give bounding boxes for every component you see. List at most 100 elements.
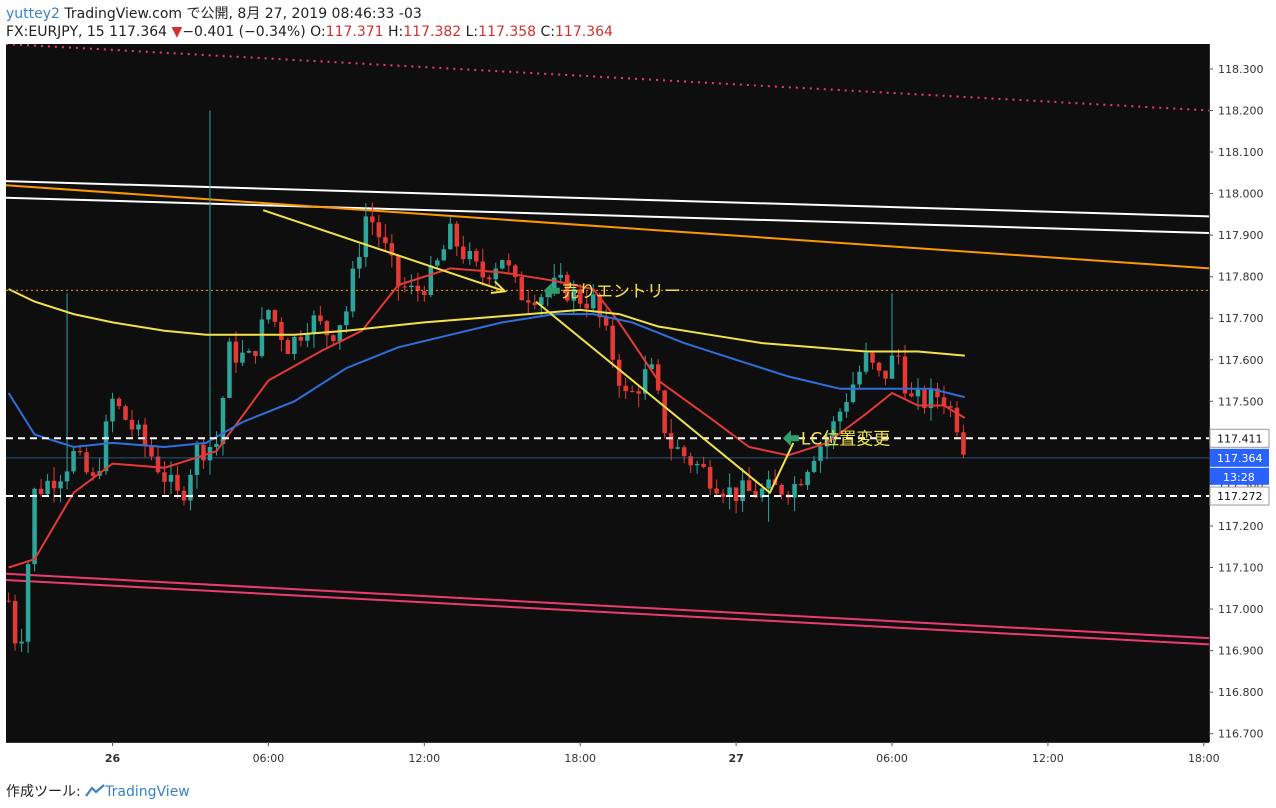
candle-body[interactable]: [389, 243, 395, 256]
candle-body[interactable]: [590, 294, 596, 309]
candle-body[interactable]: [162, 472, 167, 482]
candle-body[interactable]: [610, 325, 615, 360]
ema-line[interactable]: [8, 267, 966, 569]
candle-body[interactable]: [279, 321, 284, 340]
candle-body[interactable]: [922, 389, 927, 409]
candle-body[interactable]: [636, 391, 641, 394]
candle-body[interactable]: [876, 362, 882, 371]
candle-body[interactable]: [318, 315, 323, 322]
symbol-label[interactable]: FX:EURJPY, 15: [6, 24, 105, 40]
candle-body[interactable]: [629, 391, 635, 393]
candle-body[interactable]: [571, 289, 576, 301]
candle-body[interactable]: [577, 289, 583, 304]
candle-body[interactable]: [961, 432, 966, 455]
price-axis[interactable]: [1209, 44, 1270, 774]
candle-body[interactable]: [532, 302, 537, 306]
candle-body[interactable]: [123, 406, 128, 420]
candle-body[interactable]: [136, 424, 141, 430]
candle-body[interactable]: [201, 444, 206, 461]
candle-body[interactable]: [259, 319, 265, 356]
candle-body[interactable]: [363, 216, 369, 258]
candle-body[interactable]: [188, 474, 193, 501]
candle-body[interactable]: [292, 336, 297, 355]
candle-body[interactable]: [811, 460, 817, 472]
candle-body[interactable]: [727, 487, 732, 497]
candle-body[interactable]: [32, 488, 37, 565]
candle-body[interactable]: [493, 268, 499, 280]
annotation-text[interactable]: LC位置変更: [801, 429, 890, 449]
candle-body[interactable]: [779, 484, 784, 495]
candle-body[interactable]: [344, 311, 349, 326]
candle-body[interactable]: [298, 336, 304, 341]
candle-body[interactable]: [142, 424, 148, 446]
candle-body[interactable]: [84, 452, 89, 473]
trendline[interactable]: [6, 180, 1209, 218]
candle-body[interactable]: [798, 483, 804, 486]
candle-body[interactable]: [928, 388, 934, 409]
drawing-line[interactable]: [262, 209, 506, 293]
candle-body[interactable]: [357, 257, 362, 269]
drawing-line[interactable]: [535, 300, 795, 495]
candle-body[interactable]: [805, 471, 810, 486]
candle-body[interactable]: [902, 356, 908, 394]
time-axis[interactable]: [6, 742, 1209, 774]
candle-body[interactable]: [655, 364, 661, 391]
annotation-text[interactable]: 売りエントリー: [562, 282, 681, 302]
candle-body[interactable]: [909, 393, 914, 397]
candle-body[interactable]: [500, 260, 505, 269]
candle-body[interactable]: [662, 390, 667, 434]
tradingview-brand-link[interactable]: TradingView: [105, 784, 190, 800]
candle-body[interactable]: [954, 407, 960, 433]
candle-body[interactable]: [707, 466, 713, 489]
candle-body[interactable]: [370, 216, 375, 223]
candle-body[interactable]: [720, 493, 726, 497]
candle-body[interactable]: [603, 317, 609, 326]
candle-body[interactable]: [584, 303, 589, 309]
candle-body[interactable]: [681, 447, 687, 457]
candle-body[interactable]: [941, 397, 947, 407]
candle-body[interactable]: [551, 277, 557, 291]
candle-body[interactable]: [220, 397, 226, 444]
candle-body[interactable]: [266, 310, 271, 320]
candle-body[interactable]: [272, 310, 278, 322]
candle-body[interactable]: [103, 421, 109, 472]
candle-body[interactable]: [409, 285, 414, 288]
candle-body[interactable]: [38, 488, 44, 495]
candle-body[interactable]: [623, 385, 628, 392]
candle-body[interactable]: [45, 480, 50, 495]
candle-body[interactable]: [376, 222, 382, 238]
candle-body[interactable]: [428, 265, 434, 295]
candle-body[interactable]: [467, 250, 473, 260]
candle-body[interactable]: [714, 488, 719, 494]
candle-body[interactable]: [935, 388, 940, 398]
candle-body[interactable]: [331, 335, 336, 342]
candle-body[interactable]: [305, 334, 310, 341]
candle-body[interactable]: [77, 451, 83, 453]
price-chart[interactable]: 売りエントリー LC位置変更 116.700 116.800 116.900 117.00…: [6, 44, 1270, 774]
candle-body[interactable]: [285, 339, 291, 355]
candle-body[interactable]: [194, 444, 200, 475]
candle-body[interactable]: [448, 223, 453, 250]
candle-body[interactable]: [240, 352, 245, 363]
candle-body[interactable]: [538, 297, 544, 306]
candle-body[interactable]: [396, 255, 401, 287]
candle-body[interactable]: [668, 433, 674, 449]
candle-body[interactable]: [506, 260, 512, 266]
candle-body[interactable]: [233, 341, 239, 363]
candle-body[interactable]: [519, 277, 525, 301]
candle-body[interactable]: [480, 261, 486, 278]
candle-body[interactable]: [311, 315, 317, 335]
candle-body[interactable]: [759, 488, 765, 498]
candle-body[interactable]: [948, 406, 953, 408]
candle-body[interactable]: [850, 384, 856, 403]
candle-body[interactable]: [857, 371, 862, 385]
candle-body[interactable]: [564, 274, 570, 301]
candle-body[interactable]: [25, 564, 31, 642]
candle-body[interactable]: [129, 419, 135, 430]
candle-body[interactable]: [837, 411, 843, 422]
candle-body[interactable]: [422, 291, 427, 295]
candle-body[interactable]: [740, 480, 745, 502]
candle-body[interactable]: [642, 369, 648, 394]
ema-line[interactable]: [8, 288, 965, 357]
trendline[interactable]: [6, 196, 1209, 235]
